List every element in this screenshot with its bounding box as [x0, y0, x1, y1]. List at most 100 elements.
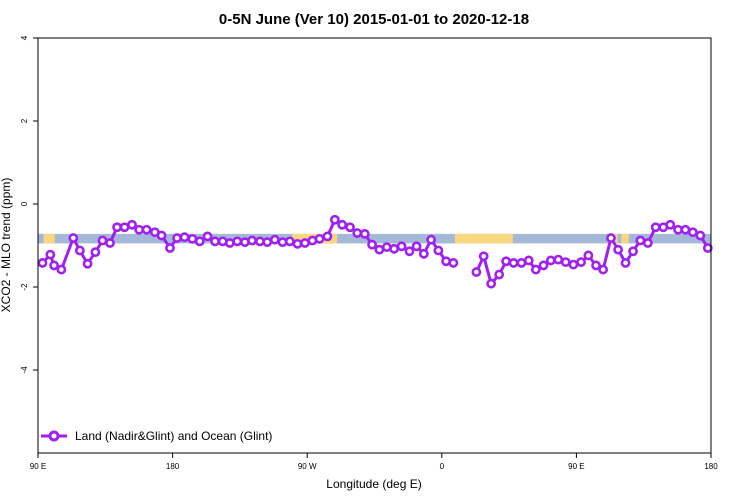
data-point: [702, 243, 713, 253]
data-point: [165, 243, 175, 253]
y-axis: 4 2 0 -2 -4: [20, 35, 38, 374]
plot-area: [37, 37, 713, 454]
plot-frame: [37, 37, 712, 454]
data-point: [112, 222, 122, 233]
data-point: [179, 232, 190, 243]
data-point: [620, 258, 631, 268]
chart-title: 0-5N June (Ver 10) 2015-01-01 to 2020-12…: [219, 11, 529, 28]
data-point: [322, 231, 333, 242]
data-point: [418, 248, 429, 259]
data-point: [37, 258, 48, 268]
data-point: [247, 235, 257, 246]
y-tick-label-4: -4: [20, 366, 29, 374]
data-point: [396, 241, 407, 252]
data-point: [56, 264, 67, 275]
data-point: [389, 243, 400, 254]
x-tick-label-3: 0: [440, 462, 445, 471]
data-point: [45, 249, 56, 260]
data-point: [560, 257, 571, 267]
data-point: [337, 219, 348, 230]
data-point: [97, 235, 108, 246]
data-point: [642, 238, 653, 248]
data-point: [224, 238, 235, 248]
x-axis: 90 E 180 90 W 0 90 E 180: [30, 453, 718, 471]
x-axis-label: Longitude (deg E): [326, 477, 421, 491]
data-point: [68, 233, 79, 243]
data-point: [367, 239, 377, 250]
y-tick-label-3: -2: [20, 283, 29, 291]
data-point: [202, 231, 213, 242]
data-point: [598, 264, 609, 275]
legend-marker-swatch: [48, 430, 60, 442]
data-point: [345, 222, 355, 233]
data-point: [448, 258, 459, 268]
ocean-band: [38, 233, 711, 244]
data-point: [352, 228, 363, 238]
data-point: [568, 259, 579, 270]
y-axis-label: XCO2 - MLO trend (ppm): [0, 178, 13, 313]
data-point: [194, 236, 205, 247]
data-point: [478, 251, 489, 262]
data-point: [49, 260, 59, 271]
data-point: [606, 233, 616, 243]
x-tick-label-0: 90 E: [30, 462, 46, 471]
data-point: [508, 258, 519, 268]
data-point: [471, 267, 482, 277]
data-point: [374, 244, 385, 255]
data-point: [411, 241, 422, 252]
data-point: [156, 230, 167, 241]
data-point: [650, 222, 661, 233]
land-band-segment-2: [454, 233, 513, 244]
legend-label: Land (Nadir&Glint) and Ocean (Glint): [75, 429, 272, 443]
x-tick-label-2: 90 W: [298, 462, 317, 471]
data-point: [105, 238, 115, 248]
data-point: [553, 254, 564, 265]
land-band-segment-0: [43, 233, 55, 244]
land-band-segment-4: [621, 233, 629, 244]
data-point: [404, 246, 415, 257]
data-point: [695, 230, 706, 241]
data-point: [486, 278, 497, 289]
data-point: [314, 233, 325, 244]
data-point: [292, 238, 303, 249]
data-point: [134, 224, 145, 235]
y-tick-label-0: 4: [20, 35, 29, 40]
data-point: [329, 214, 340, 225]
data-point: [687, 227, 698, 238]
data-point: [210, 236, 220, 247]
data-point: [269, 234, 280, 245]
data-point: [127, 219, 137, 230]
data-point: [523, 255, 534, 266]
data-point: [628, 246, 638, 257]
y-tick-label-1: 2: [20, 118, 29, 123]
data-point: [538, 260, 549, 271]
data-point: [90, 247, 101, 258]
data-point: [82, 258, 93, 269]
data-point: [74, 245, 85, 256]
legend: Land (Nadir&Glint) and Ocean (Glint): [41, 429, 272, 443]
series-points: [37, 214, 713, 289]
data-point: [545, 255, 556, 266]
y-tick-label-2: 0: [20, 201, 29, 206]
data-point: [501, 256, 512, 267]
data-point: [426, 234, 437, 245]
data-point: [591, 260, 601, 271]
data-point: [300, 238, 310, 248]
data-point: [262, 237, 273, 248]
data-point: [284, 236, 295, 247]
data-point: [232, 236, 243, 247]
x-tick-label-4: 90 E: [568, 462, 584, 471]
data-point: [576, 257, 586, 267]
x-tick-label-1: 180: [166, 462, 180, 471]
data-point: [494, 269, 505, 280]
data-point: [665, 219, 676, 230]
data-point: [141, 224, 152, 235]
data-point: [613, 244, 623, 255]
x-tick-label-5: 180: [704, 462, 718, 471]
data-point: [530, 264, 541, 275]
data-point: [359, 228, 370, 239]
data-point: [433, 245, 444, 256]
data-point: [172, 233, 182, 243]
data-point: [635, 235, 646, 246]
